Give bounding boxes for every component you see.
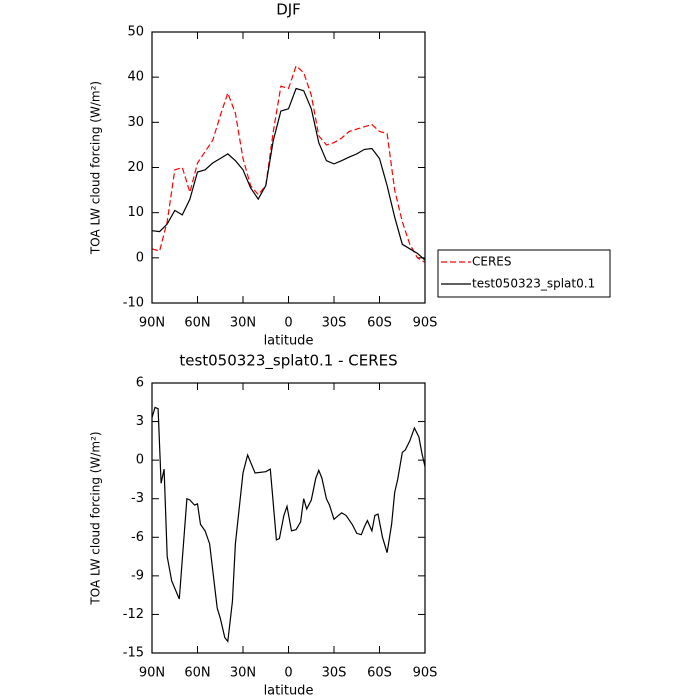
- legend: CERES test050323_splat0.1: [437, 249, 611, 298]
- y-tick-label: 6: [136, 376, 144, 391]
- y-tick-label: 0: [136, 453, 144, 468]
- data-line: [151, 406, 426, 643]
- y-axis-label: TOA LW cloud forcing (W/m²): [89, 431, 103, 605]
- y-tick-label: 3: [136, 414, 144, 429]
- x-tick-label: 30S: [322, 666, 347, 681]
- x-tick-label: 90S: [413, 316, 438, 331]
- data-line: [151, 87, 426, 261]
- x-tick-label: 30N: [230, 316, 256, 331]
- x-tick-label: 90N: [139, 316, 165, 331]
- y-tick-label: -12: [123, 607, 144, 622]
- legend-box: [437, 249, 611, 298]
- x-tick-label: 60N: [184, 316, 210, 331]
- y-tick-label: -10: [123, 296, 144, 311]
- x-tick-label: 90S: [413, 666, 438, 681]
- y-tick-label: -3: [131, 491, 144, 506]
- x-tick-label: 0: [284, 666, 292, 681]
- plot-frame: [151, 382, 426, 654]
- x-tick-label: 60S: [367, 666, 392, 681]
- plot-frame: [151, 31, 426, 304]
- x-axis-label: latitude: [264, 684, 314, 699]
- y-tick-label: 20: [127, 160, 144, 175]
- x-tick-label: 0: [284, 316, 292, 331]
- y-tick-label: -9: [131, 568, 144, 583]
- x-tick-label: 30N: [230, 666, 256, 681]
- y-tick-label: 40: [127, 70, 144, 85]
- legend-label: test050323_splat0.1: [472, 277, 595, 291]
- y-axis-label: TOA LW cloud forcing (W/m²): [89, 81, 103, 255]
- x-tick-label: 90N: [139, 666, 165, 681]
- y-tick-label: 0: [136, 250, 144, 265]
- x-tick-label: 60S: [367, 316, 392, 331]
- y-tick-label: 10: [127, 205, 144, 220]
- x-axis-label: latitude: [264, 334, 314, 349]
- data-line: [151, 64, 426, 263]
- y-tick-label: -6: [131, 530, 144, 545]
- chart-title: test050323_splat0.1 - CERES: [179, 352, 397, 371]
- y-tick-label: 50: [127, 25, 144, 40]
- x-tick-label: 30S: [322, 316, 347, 331]
- legend-label: CERES: [472, 255, 512, 269]
- x-tick-label: 60N: [184, 666, 210, 681]
- chart-title: DJF: [276, 1, 301, 19]
- y-tick-label: 30: [127, 115, 144, 130]
- y-tick-label: -15: [123, 646, 144, 661]
